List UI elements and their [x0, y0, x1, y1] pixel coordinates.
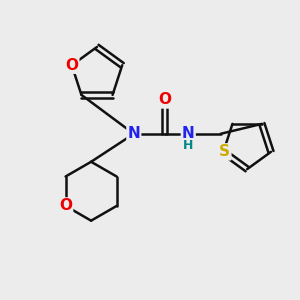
Text: N: N — [182, 126, 195, 141]
Text: O: O — [59, 198, 72, 213]
Text: H: H — [183, 139, 194, 152]
Text: O: O — [158, 92, 171, 107]
Text: N: N — [128, 126, 140, 141]
Text: O: O — [65, 58, 78, 73]
Text: S: S — [219, 144, 230, 159]
